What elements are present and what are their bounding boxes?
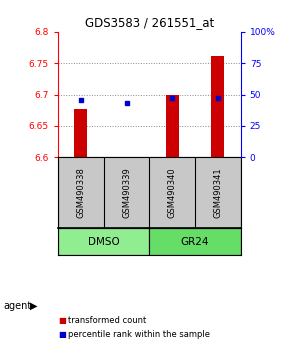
Text: GSM490340: GSM490340 [168,167,177,218]
Bar [58,228,149,255]
Bar [75,109,87,157]
Bar [211,56,224,157]
Text: transformed count: transformed count [68,316,146,325]
Text: GSM490339: GSM490339 [122,167,131,218]
Text: ▶: ▶ [30,301,38,311]
Bar [149,228,241,255]
Text: GSM490338: GSM490338 [76,167,85,218]
Text: ■: ■ [58,316,66,325]
Text: GR24: GR24 [181,236,209,247]
Text: ■: ■ [58,330,66,339]
Text: DMSO: DMSO [88,236,119,247]
Bar [166,95,179,157]
Title: GDS3583 / 261551_at: GDS3583 / 261551_at [85,16,214,29]
Text: agent: agent [3,301,31,311]
Text: GSM490341: GSM490341 [213,167,222,218]
Text: percentile rank within the sample: percentile rank within the sample [68,330,210,339]
